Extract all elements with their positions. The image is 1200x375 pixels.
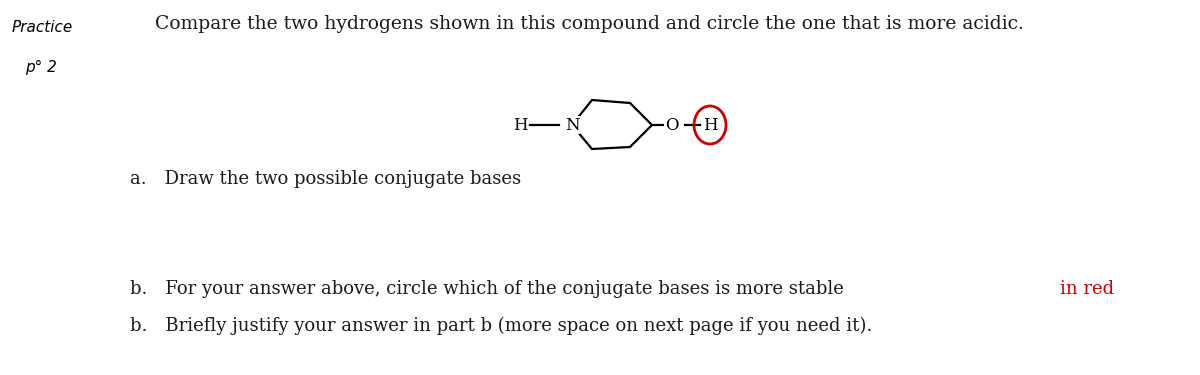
Text: Practice: Practice [12, 20, 73, 35]
Text: a. Draw the two possible conjugate bases: a. Draw the two possible conjugate bases [130, 170, 521, 188]
Text: b. For your answer above, circle which of the conjugate bases is more stable: b. For your answer above, circle which o… [130, 280, 844, 298]
Text: −: − [532, 117, 545, 134]
Text: in red: in red [1060, 280, 1114, 298]
Text: b. Briefly justify your answer in part b (more space on next page if you need it: b. Briefly justify your answer in part b… [130, 317, 872, 335]
Text: N: N [565, 117, 580, 134]
Text: O: O [665, 117, 679, 134]
Text: Compare the two hydrogens shown in this compound and circle the one that is more: Compare the two hydrogens shown in this … [155, 15, 1024, 33]
Text: H: H [703, 117, 718, 134]
Text: H: H [512, 117, 527, 134]
Text: p° 2: p° 2 [25, 60, 56, 75]
